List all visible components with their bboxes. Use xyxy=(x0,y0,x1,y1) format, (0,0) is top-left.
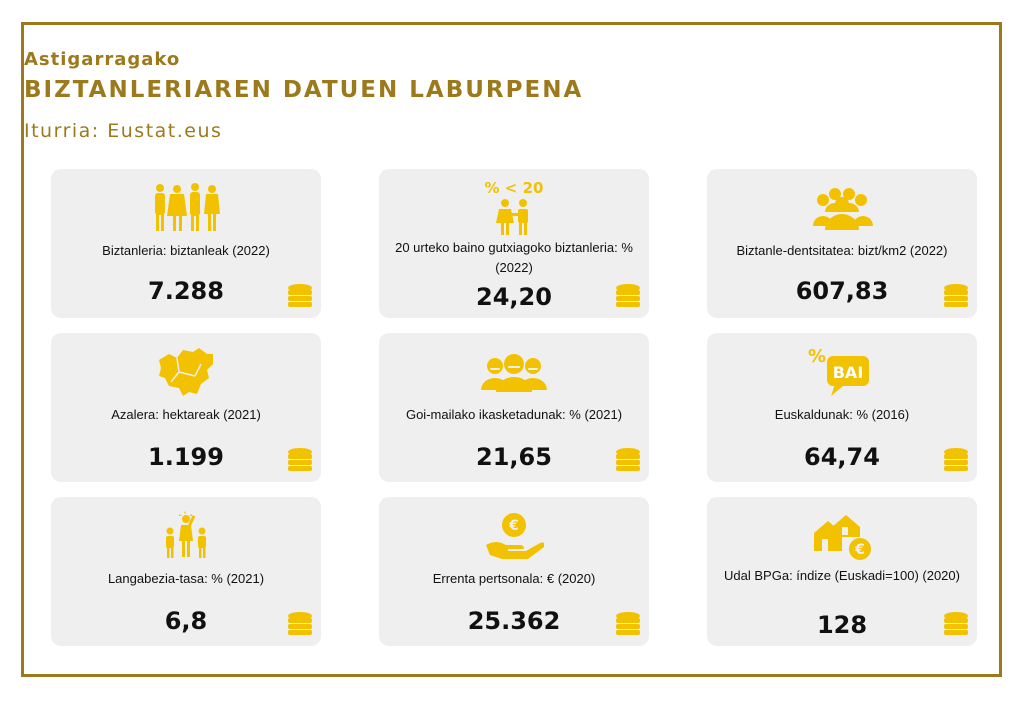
card-label: Biztanle-dentsitatea: bizt/km2 (2022) xyxy=(736,243,948,258)
card-value: 24,20 xyxy=(476,283,552,311)
houses-euro-icon: € xyxy=(707,503,977,569)
card-value: 7.288 xyxy=(148,277,224,305)
summary-frame: Astigarragako BIZTANLERIAREN DATUEN LABU… xyxy=(21,22,1002,677)
icon-text: BAI xyxy=(833,363,864,382)
card-value: 64,74 xyxy=(804,443,880,471)
coins-icon[interactable] xyxy=(943,611,969,639)
card-label: Goi-mailako ikasketadunak: % (2021) xyxy=(405,407,623,422)
card-under-20: % < 20 20 urteko baino gutxiagoko biztan… xyxy=(379,169,649,318)
card-value: 1.199 xyxy=(148,443,224,471)
card-label: Udal BPGa: índize (Euskadi=100) (2020) xyxy=(724,568,960,583)
card-label: Errenta pertsonala: € (2020) xyxy=(432,571,596,586)
card-value: 6,8 xyxy=(164,607,208,635)
coins-icon[interactable] xyxy=(943,283,969,311)
card-value: 607,83 xyxy=(795,277,889,305)
page-subtitle: Astigarragako xyxy=(24,49,181,70)
page-title: BIZTANLERIAREN DATUEN LABURPENA xyxy=(24,77,584,103)
card-label: Euskaldunak: % (2016) xyxy=(774,407,910,422)
card-density: Biztanle-dentsitatea: bizt/km2 (2022) 60… xyxy=(707,169,977,318)
card-value: 25.362 xyxy=(467,607,561,635)
coins-icon[interactable] xyxy=(615,283,641,311)
card-higher-education: Goi-mailako ikasketadunak: % (2021) 21,6… xyxy=(379,333,649,482)
crowd-icon xyxy=(707,175,977,241)
graduates-icon xyxy=(379,339,649,405)
card-label: Azalera: hektareak (2021) xyxy=(111,407,261,422)
coins-icon[interactable] xyxy=(615,447,641,475)
hand-euro-icon: € xyxy=(379,503,649,569)
coins-icon[interactable] xyxy=(287,611,313,639)
card-personal-income: € Errenta pertsonala: € (2020) 25.362 xyxy=(379,497,649,646)
card-value: 128 xyxy=(816,611,868,639)
card-municipal-gdp: € Udal BPGa: índize (Euskadi=100) (2020)… xyxy=(707,497,977,646)
card-basque-speakers: % BAI Euskaldunak: % (2016) 64,74 xyxy=(707,333,977,482)
coins-icon[interactable] xyxy=(287,283,313,311)
card-unemployment: Langabezia-tasa: % (2021) 6,8 xyxy=(51,497,321,646)
coins-icon[interactable] xyxy=(287,447,313,475)
territory-map-icon xyxy=(51,339,321,405)
source-label: Iturria: Eustat.eus xyxy=(24,120,223,142)
card-area: Azalera: hektareak (2021) 1.199 xyxy=(51,333,321,482)
coins-icon[interactable] xyxy=(615,611,641,639)
svg-text:€: € xyxy=(854,542,865,558)
svg-text:€: € xyxy=(508,518,519,534)
coins-icon[interactable] xyxy=(943,447,969,475)
card-label: 20 urteko baino gutxiagoko biztanleria: … xyxy=(395,240,633,275)
speech-bubble-bai-icon: % BAI xyxy=(707,339,977,405)
people-group-icon xyxy=(51,175,321,241)
card-value: 21,65 xyxy=(476,443,552,471)
icon-text: % xyxy=(808,346,826,367)
unemployment-icon xyxy=(51,503,321,569)
card-label: Langabezia-tasa: % (2021) xyxy=(107,571,265,586)
card-label: Biztanleria: biztanleak (2022) xyxy=(102,243,270,258)
icon-text: % < 20 xyxy=(485,179,544,197)
children-under-20-icon: % < 20 xyxy=(379,175,649,241)
card-population: Biztanleria: biztanleak (2022) 7.288 xyxy=(51,169,321,318)
